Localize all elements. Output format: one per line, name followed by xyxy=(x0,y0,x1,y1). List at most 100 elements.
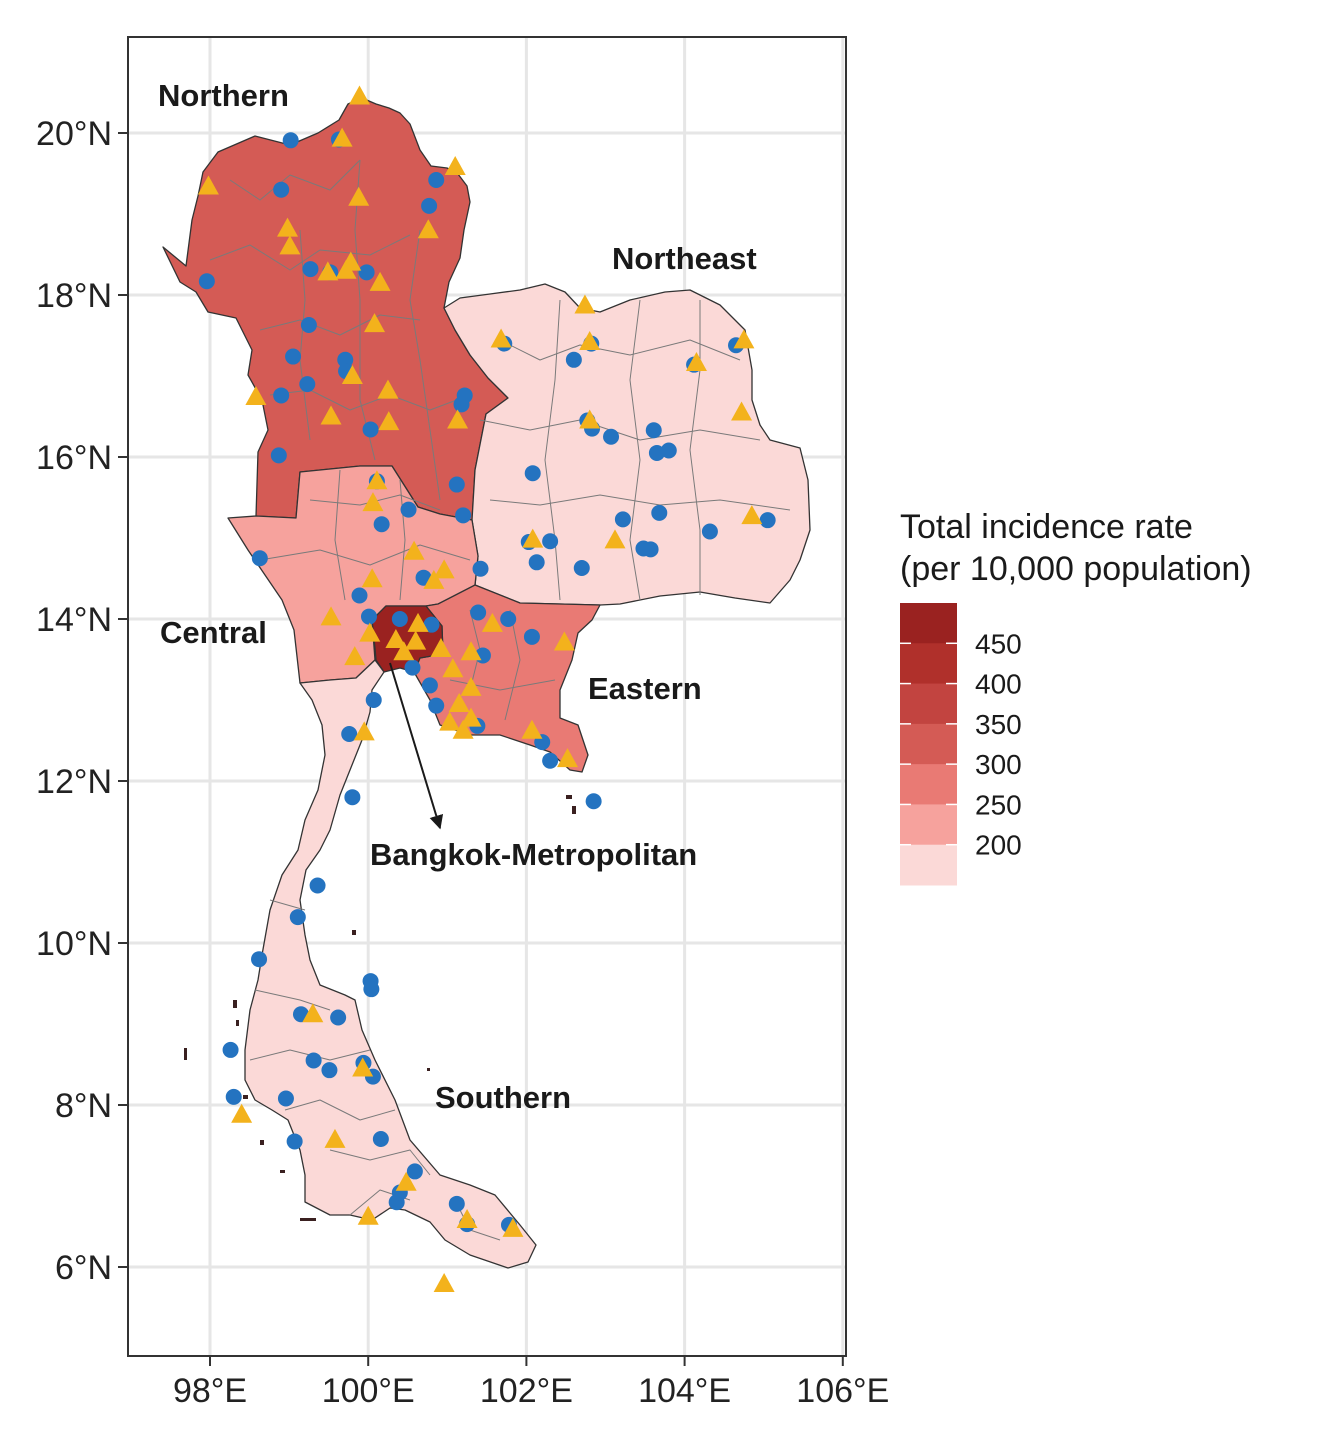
bangkok-pointer-arrow xyxy=(389,662,444,830)
label-northeast: Northeast xyxy=(612,241,757,276)
site-triangle-marker xyxy=(395,1171,417,1191)
x-tick-label: 98°E xyxy=(173,1372,247,1410)
site-triangle-marker xyxy=(502,1217,524,1237)
site-triangle-marker xyxy=(277,217,299,237)
site-circle-marker xyxy=(573,559,590,576)
province-boundaries xyxy=(209,159,791,1241)
site-triangle-marker xyxy=(359,622,381,642)
site-circle-marker xyxy=(373,516,390,533)
site-circle-marker xyxy=(542,752,559,769)
site-triangle-marker xyxy=(452,719,474,739)
site-circle-marker xyxy=(302,261,319,278)
site-triangle-marker xyxy=(348,85,370,105)
legend-color-swatch xyxy=(900,643,957,685)
legend-colorbar: 450 400 350 300 250 200 xyxy=(900,603,1022,886)
site-triangle-marker xyxy=(522,528,544,548)
site-triangle-marker xyxy=(439,711,461,731)
legend-color-swatch xyxy=(900,804,957,846)
site-triangle-marker xyxy=(352,1057,374,1077)
site-circle-marker xyxy=(277,1090,294,1107)
site-circle-marker xyxy=(270,447,287,464)
site-triangle-marker xyxy=(324,1128,346,1148)
site-triangle-marker xyxy=(579,409,601,429)
site-triangle-marker xyxy=(456,1209,478,1229)
panel-border xyxy=(127,36,847,1357)
site-circle-marker xyxy=(289,909,306,926)
site-triangle-marker xyxy=(378,411,400,431)
site-circle-marker xyxy=(500,611,517,627)
site-triangle-marker xyxy=(331,127,353,147)
label-eastern: Eastern xyxy=(588,671,702,706)
legend-color-swatch xyxy=(900,683,957,725)
site-triangle-marker xyxy=(353,721,375,741)
site-circle-marker xyxy=(285,348,302,365)
site-triangle-marker xyxy=(481,612,503,632)
site-circle-marker xyxy=(299,376,316,393)
site-circle-marker xyxy=(448,476,465,493)
site-circle-marker xyxy=(470,604,487,621)
y-tick-label: 18°N xyxy=(36,277,112,315)
site-circle-marker xyxy=(651,504,668,521)
site-circle-marker xyxy=(309,877,326,894)
legend-break-label: 300 xyxy=(975,749,1022,780)
site-circle-marker xyxy=(282,132,299,149)
site-circle-marker xyxy=(344,789,361,806)
site-circle-marker xyxy=(365,692,382,708)
site-circle-marker xyxy=(222,1041,239,1058)
region-polygons xyxy=(162,97,811,1269)
site-circle-marker xyxy=(528,554,545,571)
site-triangle-marker xyxy=(553,631,575,651)
site-triangle-marker xyxy=(405,630,427,650)
site-circle-marker xyxy=(404,659,421,676)
site-triangle-marker xyxy=(369,271,391,291)
y-tick-label: 14°N xyxy=(36,601,112,639)
site-circle-marker xyxy=(251,550,268,567)
site-circle-marker xyxy=(448,1195,465,1212)
site-triangle-marker xyxy=(340,251,362,271)
site-triangle-marker xyxy=(320,606,342,626)
site-triangle-marker xyxy=(362,492,384,512)
site-triangle-marker xyxy=(348,186,370,206)
site-triangle-marker xyxy=(460,707,482,727)
site-triangle-marker xyxy=(423,569,445,589)
site-circle-marker xyxy=(455,507,472,524)
site-triangle-marker xyxy=(302,1003,324,1023)
x-tick-label: 102°E xyxy=(480,1372,573,1410)
y-tick-label: 10°N xyxy=(36,925,112,963)
region-labels: Northern Northeast Central Eastern Bangk… xyxy=(158,78,757,1115)
site-circle-marker xyxy=(421,677,438,694)
site-circle-marker xyxy=(421,197,438,214)
map-panel: Northern Northeast Central Eastern Bangk… xyxy=(127,36,847,1357)
site-triangle-marker xyxy=(460,641,482,661)
x-tick-label: 104°E xyxy=(638,1372,731,1410)
site-triangle-marker xyxy=(442,658,464,678)
site-circle-marker xyxy=(428,697,445,714)
site-triangle-marker xyxy=(574,294,596,314)
site-triangle-marker xyxy=(366,470,388,490)
site-circle-marker xyxy=(305,1052,322,1069)
legend-color-swatch xyxy=(900,723,957,765)
y-tick-label: 16°N xyxy=(36,439,112,477)
label-central: Central xyxy=(160,615,267,650)
legend-color-swatch xyxy=(900,764,957,805)
axes: 98°E 100°E 102°E 104°E 106°E 6°N 8°N 10°N 12°N 14… xyxy=(36,115,889,1410)
site-circle-marker xyxy=(225,1088,242,1105)
site-triangle-marker xyxy=(430,637,452,657)
site-circle-marker xyxy=(406,1163,423,1180)
site-triangle-marker xyxy=(197,175,219,195)
site-circle-marker xyxy=(701,523,718,540)
site-circle-marker xyxy=(585,793,602,810)
legend-break-label: 250 xyxy=(975,789,1022,820)
site-triangle-marker xyxy=(341,365,363,384)
site-circle-marker xyxy=(341,726,358,743)
legend-title-line2: (per 10,000 population) xyxy=(900,550,1252,588)
data-markers xyxy=(197,85,776,1293)
site-triangle-marker xyxy=(361,568,383,588)
site-triangle-marker xyxy=(417,219,439,239)
site-triangle-marker xyxy=(357,1205,379,1225)
site-triangle-marker xyxy=(444,156,466,176)
y-tick-label: 20°N xyxy=(36,115,112,153)
site-circle-marker xyxy=(351,587,368,604)
site-triangle-marker xyxy=(521,719,543,739)
